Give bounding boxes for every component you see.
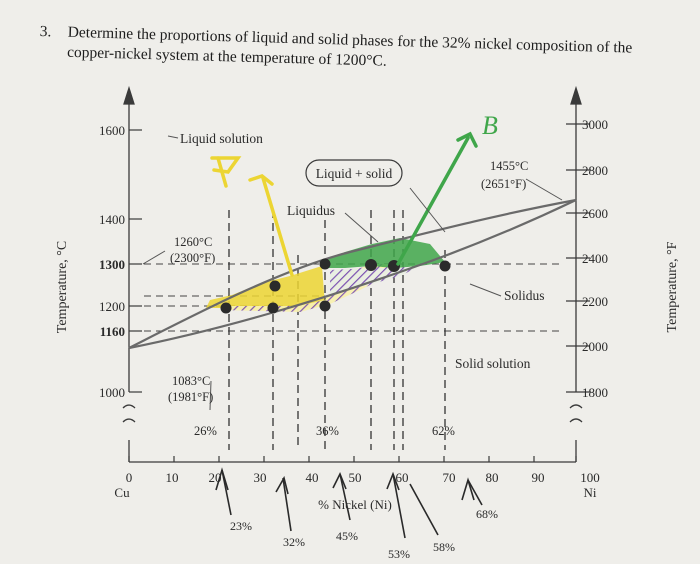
point-40-1200 — [319, 300, 331, 312]
yellow-marker-strokes — [210, 156, 294, 277]
svg-text:70: 70 — [443, 470, 456, 485]
label-solid-solution: Solid solution — [455, 356, 531, 371]
svg-text:45%: 45% — [336, 529, 358, 543]
svg-text:30: 30 — [254, 470, 267, 485]
point-32-1300 — [319, 258, 331, 270]
point-62-1300 — [439, 260, 451, 272]
svg-text:2600: 2600 — [582, 206, 608, 221]
y-axis-label-right: Temperature, °F — [665, 241, 680, 332]
svg-text:0: 0 — [126, 470, 133, 485]
svg-text:2400: 2400 — [582, 251, 608, 266]
leader-lines — [142, 135, 563, 411]
svg-text:1000: 1000 — [99, 385, 125, 400]
tie-line-points — [220, 258, 451, 314]
svg-text:10: 10 — [166, 470, 179, 485]
handwritten-percentages: 23% 32% 45% 53% 58% 68% — [230, 507, 498, 561]
green-marker-strokes — [396, 131, 478, 266]
solidus-curve — [128, 199, 577, 350]
svg-text:80: 80 — [486, 470, 499, 485]
x-axis-label: % Nickel (Ni) — [318, 497, 392, 512]
left-axis-arrow — [123, 85, 135, 105]
svg-text:1400: 1400 — [99, 212, 125, 227]
svg-text:3000: 3000 — [582, 117, 608, 132]
svg-text:53%: 53% — [388, 547, 410, 561]
green-region — [322, 238, 445, 268]
label-solidus: Solidus — [504, 288, 545, 303]
point-32-1200 — [267, 302, 279, 314]
label-liquid-plus-solid: Liquid + solid — [316, 166, 393, 181]
svg-text:2000: 2000 — [582, 339, 608, 354]
axes — [122, 85, 583, 463]
point-45-1300 — [365, 259, 377, 271]
svg-text:1160: 1160 — [100, 324, 125, 339]
point-20-1200 — [220, 302, 232, 314]
label-liquidus: Liquidus — [287, 203, 335, 218]
svg-text:60: 60 — [396, 470, 409, 485]
right-axis-arrow — [570, 85, 582, 105]
bottom-ticks — [128, 456, 577, 462]
svg-text:1600: 1600 — [99, 123, 125, 138]
annotation-2651f: (2651°F) — [481, 177, 526, 191]
liquid-solid-box — [305, 159, 403, 187]
svg-text:1800: 1800 — [582, 385, 608, 400]
svg-text:32%: 32% — [283, 535, 305, 549]
left-tick-labels: 1600 1400 1300 1200 1160 1000 — [99, 123, 125, 400]
handwritten-arrows — [215, 467, 483, 539]
svg-text:2200: 2200 — [582, 294, 608, 309]
x-tick-labels: 0 10 20 30 40 50 60 70 80 90 100 Cu Ni — [114, 470, 599, 500]
annotation-1083c: 1083°C — [172, 374, 210, 388]
liquidus-curve — [128, 198, 577, 349]
svg-text:23%: 23% — [230, 519, 252, 533]
svg-text:Cu: Cu — [114, 485, 130, 500]
annotation-62pct: 62% — [432, 424, 455, 438]
y-axis-label-left: Temperature, °C — [55, 241, 70, 333]
right-axis-break — [569, 404, 583, 423]
svg-text:1300: 1300 — [99, 257, 125, 272]
svg-text:20: 20 — [209, 470, 222, 485]
svg-text:58%: 58% — [433, 540, 455, 554]
right-ticks — [566, 123, 590, 393]
dashed-verticals — [228, 210, 446, 450]
left-ticks — [129, 129, 142, 393]
svg-text:Ni: Ni — [584, 485, 597, 500]
annotation-36pct: 36% — [316, 424, 339, 438]
point-32-1260 — [269, 280, 281, 292]
svg-text:40: 40 — [306, 470, 319, 485]
annotation-1455c: 1455°C — [490, 159, 528, 173]
svg-text:90: 90 — [532, 470, 545, 485]
annotation-1981f: (1981°F) — [168, 390, 213, 404]
yellow-region — [206, 266, 325, 310]
svg-text:50: 50 — [349, 470, 362, 485]
label-liquid-solution: Liquid solution — [180, 131, 263, 146]
svg-text:100: 100 — [580, 470, 600, 485]
annotation-1260c: 1260°C — [174, 235, 212, 249]
right-tick-labels: 3000 2800 2600 2400 2200 2000 1800 — [582, 117, 608, 400]
left-axis-break — [122, 404, 136, 423]
svg-text:68%: 68% — [476, 507, 498, 521]
annotation-2300f: (2300°F) — [170, 251, 215, 265]
svg-text:1200: 1200 — [99, 299, 125, 314]
handwritten-b: B — [482, 111, 498, 140]
annotation-26pct: 26% — [194, 424, 217, 438]
svg-text:2800: 2800 — [582, 163, 608, 178]
